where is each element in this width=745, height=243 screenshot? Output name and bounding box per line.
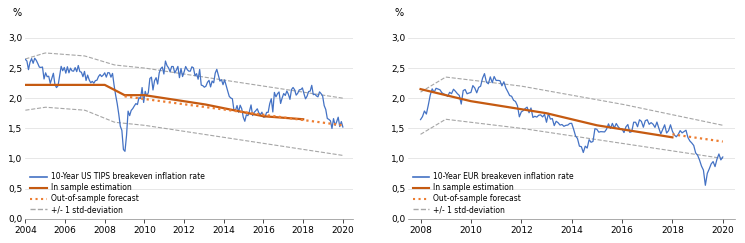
Legend: 10-Year US TIPS breakeven inflation rate, In sample estimation, Out-of-sample fo: 10-Year US TIPS breakeven inflation rate…	[27, 169, 208, 217]
Legend: 10-Year EUR breakeven inflation rate, In sample estimation, Out-of-sample foreca: 10-Year EUR breakeven inflation rate, In…	[410, 169, 577, 217]
Text: %: %	[395, 8, 404, 18]
Text: %: %	[12, 8, 22, 18]
